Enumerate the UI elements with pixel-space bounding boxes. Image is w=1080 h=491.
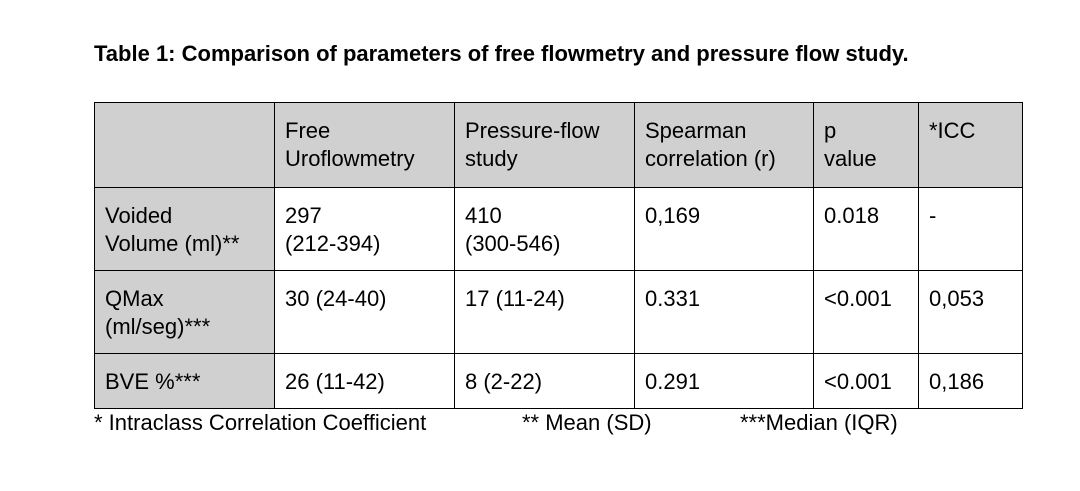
header-text: p [824,118,837,143]
table-cell: 17 (11-24) [454,270,635,354]
table-row-qmax: QMax (ml/seg)*** 30 (24-40) 17 (11-24) 0… [94,270,1023,354]
table-cell: 26 (11-42) [274,353,455,409]
header-text: *ICC [929,118,976,143]
header-cell-empty [94,102,275,188]
table-cell: 0,169 [634,187,814,271]
header-text: Uroflowmetry [285,146,415,171]
header-cell-p-value: p value [813,102,919,188]
footnote-icc: * Intraclass Correlation Coefficient [94,410,427,435]
table-cell: 8 (2-22) [454,353,635,409]
table-cell: 30 (24-40) [274,270,455,354]
comparison-table: Free Uroflowmetry Pressure-flow study Sp… [94,102,1023,409]
row-label: BVE %*** [94,353,275,409]
table-row-voided-volume: Voided Volume (ml)** 297 (212-394) 410 (… [94,187,1023,271]
table-row-bve: BVE %*** 26 (11-42) 8 (2-22) 0.291 <0.00… [94,353,1023,409]
footnote-mean: ** Mean (SD) [522,410,652,435]
table-cell: 0,053 [918,270,1023,354]
header-text: correlation (r) [645,146,776,171]
header-text: study [465,146,518,171]
table-cell: 0,186 [918,353,1023,409]
table-cell: 0.331 [634,270,814,354]
table-header-row: Free Uroflowmetry Pressure-flow study Sp… [94,102,1023,188]
table-cell: 297 (212-394) [274,187,455,271]
header-text: Pressure-flow [465,118,600,143]
footnote-median: ***Median (IQR) [740,410,898,435]
header-cell-pressure-flow: Pressure-flow study [454,102,635,188]
table-title: Table 1: Comparison of parameters of fre… [94,41,909,66]
table-cell: - [918,187,1023,271]
table-cell: <0.001 [813,353,919,409]
row-label: QMax (ml/seg)*** [94,270,275,354]
header-cell-free-uroflowmetry: Free Uroflowmetry [274,102,455,188]
table-cell: 410 (300-546) [454,187,635,271]
row-label: Voided Volume (ml)** [94,187,275,271]
table-cell: 0.018 [813,187,919,271]
header-text: Spearman [645,118,747,143]
table-cell: <0.001 [813,270,919,354]
header-cell-icc: *ICC [918,102,1023,188]
header-text: Free [285,118,331,143]
header-cell-spearman: Spearman correlation (r) [634,102,814,188]
table-cell: 0.291 [634,353,814,409]
header-text: value [824,146,877,171]
